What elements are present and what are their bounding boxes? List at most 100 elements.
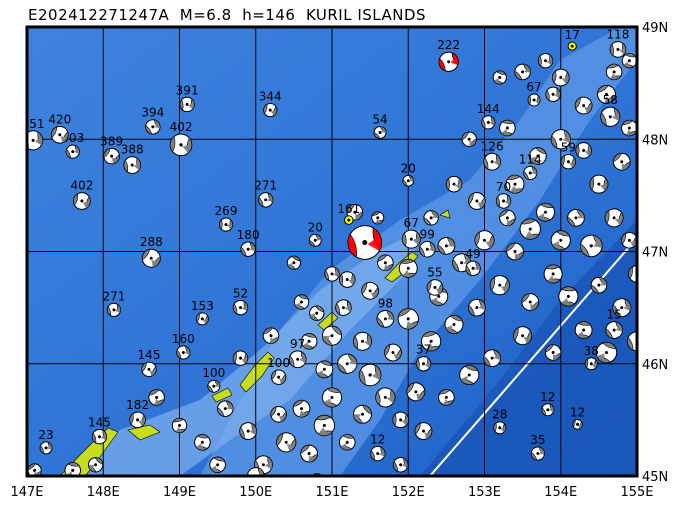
focal-mechanism[interactable]	[535, 51, 555, 71]
focal-mechanism[interactable]	[140, 360, 158, 378]
focal-mechanism[interactable]	[207, 454, 228, 475]
focal-mechanism[interactable]	[521, 293, 540, 311]
focal-mechanism[interactable]	[471, 227, 498, 254]
focal-mechanism[interactable]	[544, 344, 562, 361]
focal-mechanism[interactable]	[103, 147, 121, 165]
focal-mechanism[interactable]	[237, 420, 260, 443]
focal-mechanism[interactable]	[436, 49, 461, 74]
focal-mechanism[interactable]	[292, 292, 311, 311]
focal-mechanism[interactable]	[231, 298, 251, 318]
focal-mechanism[interactable]	[522, 165, 538, 181]
focal-mechanism[interactable]	[336, 432, 358, 454]
focal-mechanism[interactable]	[437, 236, 456, 256]
focal-mechanism[interactable]	[571, 418, 584, 431]
focal-mechanism[interactable]	[166, 130, 196, 160]
focal-mechanism[interactable]	[423, 210, 439, 226]
focal-mechanism[interactable]	[598, 104, 624, 130]
focal-mechanism[interactable]	[491, 419, 508, 436]
focal-mechanism[interactable]	[274, 430, 299, 455]
focal-mechanism[interactable]	[548, 227, 574, 253]
focal-mechanism[interactable]	[494, 191, 514, 211]
focal-mechanism[interactable]	[127, 409, 149, 431]
focal-mechanism[interactable]	[399, 226, 424, 251]
focal-mechanism[interactable]	[121, 153, 144, 176]
focal-mechanism[interactable]	[610, 296, 633, 319]
focal-mechanism[interactable]	[300, 444, 319, 463]
focal-mechanism[interactable]	[322, 264, 341, 283]
focal-mechanism[interactable]	[443, 173, 465, 195]
focal-mechanism[interactable]	[373, 126, 387, 140]
focal-mechanism[interactable]	[573, 95, 595, 117]
focal-mechanism[interactable]	[418, 328, 444, 354]
focal-mechanism[interactable]	[64, 143, 81, 160]
focal-mechanism[interactable]	[413, 420, 435, 442]
focal-mechanism[interactable]	[372, 384, 399, 411]
focal-mechanism[interactable]	[586, 171, 611, 196]
focal-mechanism[interactable]	[543, 84, 563, 104]
focal-mechanism[interactable]	[336, 269, 358, 291]
focal-mechanism[interactable]	[376, 254, 394, 272]
focal-mechanism[interactable]	[230, 348, 250, 368]
focal-mechanism[interactable]	[555, 283, 582, 310]
focal-mechanism[interactable]	[396, 256, 421, 281]
focal-mechanism[interactable]	[239, 240, 257, 258]
focal-mechanism[interactable]	[567, 208, 585, 227]
focal-mechanism[interactable]	[526, 91, 543, 108]
focal-mechanism[interactable]	[486, 272, 513, 299]
focal-mechanism[interactable]	[70, 190, 93, 213]
focal-mechanism[interactable]	[342, 220, 388, 266]
focal-mechanism[interactable]	[442, 313, 465, 336]
focal-mechanism[interactable]	[583, 355, 600, 372]
focal-mechanism[interactable]	[396, 307, 421, 332]
focal-mechanism[interactable]	[612, 152, 631, 171]
focal-mechanism[interactable]	[177, 94, 197, 114]
focal-mechanism[interactable]	[596, 84, 617, 105]
focal-mechanism[interactable]	[291, 398, 312, 419]
focal-mechanism[interactable]	[269, 405, 288, 424]
focal-mechanism[interactable]	[604, 320, 624, 339]
focal-mechanism[interactable]	[619, 230, 640, 251]
focal-mechanism[interactable]	[590, 276, 608, 294]
focal-mechanism[interactable]	[370, 210, 386, 226]
focal-mechanism[interactable]	[141, 248, 162, 269]
focal-mechanism[interactable]	[402, 174, 415, 188]
focal-mechanism[interactable]	[467, 297, 488, 318]
focal-mechanism[interactable]	[256, 191, 274, 209]
focal-mechanism[interactable]	[464, 259, 482, 277]
focal-mechanism[interactable]	[376, 309, 395, 328]
focal-mechanism[interactable]	[479, 113, 497, 131]
focal-mechanism[interactable]	[528, 146, 549, 167]
focal-mechanism[interactable]	[619, 51, 639, 71]
focal-mechanism[interactable]	[491, 69, 509, 87]
focal-mechanism[interactable]	[602, 205, 627, 230]
focal-mechanism[interactable]	[194, 311, 210, 327]
focal-mechanism[interactable]	[207, 379, 221, 393]
focal-mechanism[interactable]	[359, 280, 381, 302]
focal-mechanism[interactable]	[572, 318, 596, 342]
focal-mechanism[interactable]	[593, 339, 619, 365]
focal-mechanism[interactable]	[481, 150, 504, 173]
focal-mechanism[interactable]	[217, 215, 236, 234]
focal-mechanism[interactable]	[461, 131, 477, 147]
focal-mechanism[interactable]	[603, 61, 624, 82]
focal-mechanism[interactable]	[607, 38, 629, 60]
focal-mechanism[interactable]	[337, 353, 358, 374]
focal-mechanism[interactable]	[356, 360, 385, 389]
focal-mechanism[interactable]	[147, 388, 166, 407]
focal-mechanism[interactable]	[262, 327, 280, 345]
focal-mechanism[interactable]	[510, 323, 535, 348]
focal-mechanism[interactable]	[298, 330, 320, 352]
focal-mechanism[interactable]	[540, 261, 565, 286]
focal-mechanism[interactable]	[368, 444, 387, 463]
focal-mechanism[interactable]	[579, 233, 604, 258]
focal-mechanism[interactable]	[191, 431, 213, 453]
focal-mechanism[interactable]	[38, 440, 53, 455]
focal-mechanism[interactable]	[105, 301, 123, 319]
focal-mechanism[interactable]	[503, 172, 528, 197]
focal-mechanism[interactable]	[261, 101, 279, 119]
focal-mechanism[interactable]	[405, 381, 426, 402]
focal-mechanism[interactable]	[558, 152, 578, 172]
focal-mechanism[interactable]	[308, 233, 322, 247]
focal-mechanism[interactable]	[533, 200, 558, 225]
focal-mechanism[interactable]	[466, 190, 488, 212]
